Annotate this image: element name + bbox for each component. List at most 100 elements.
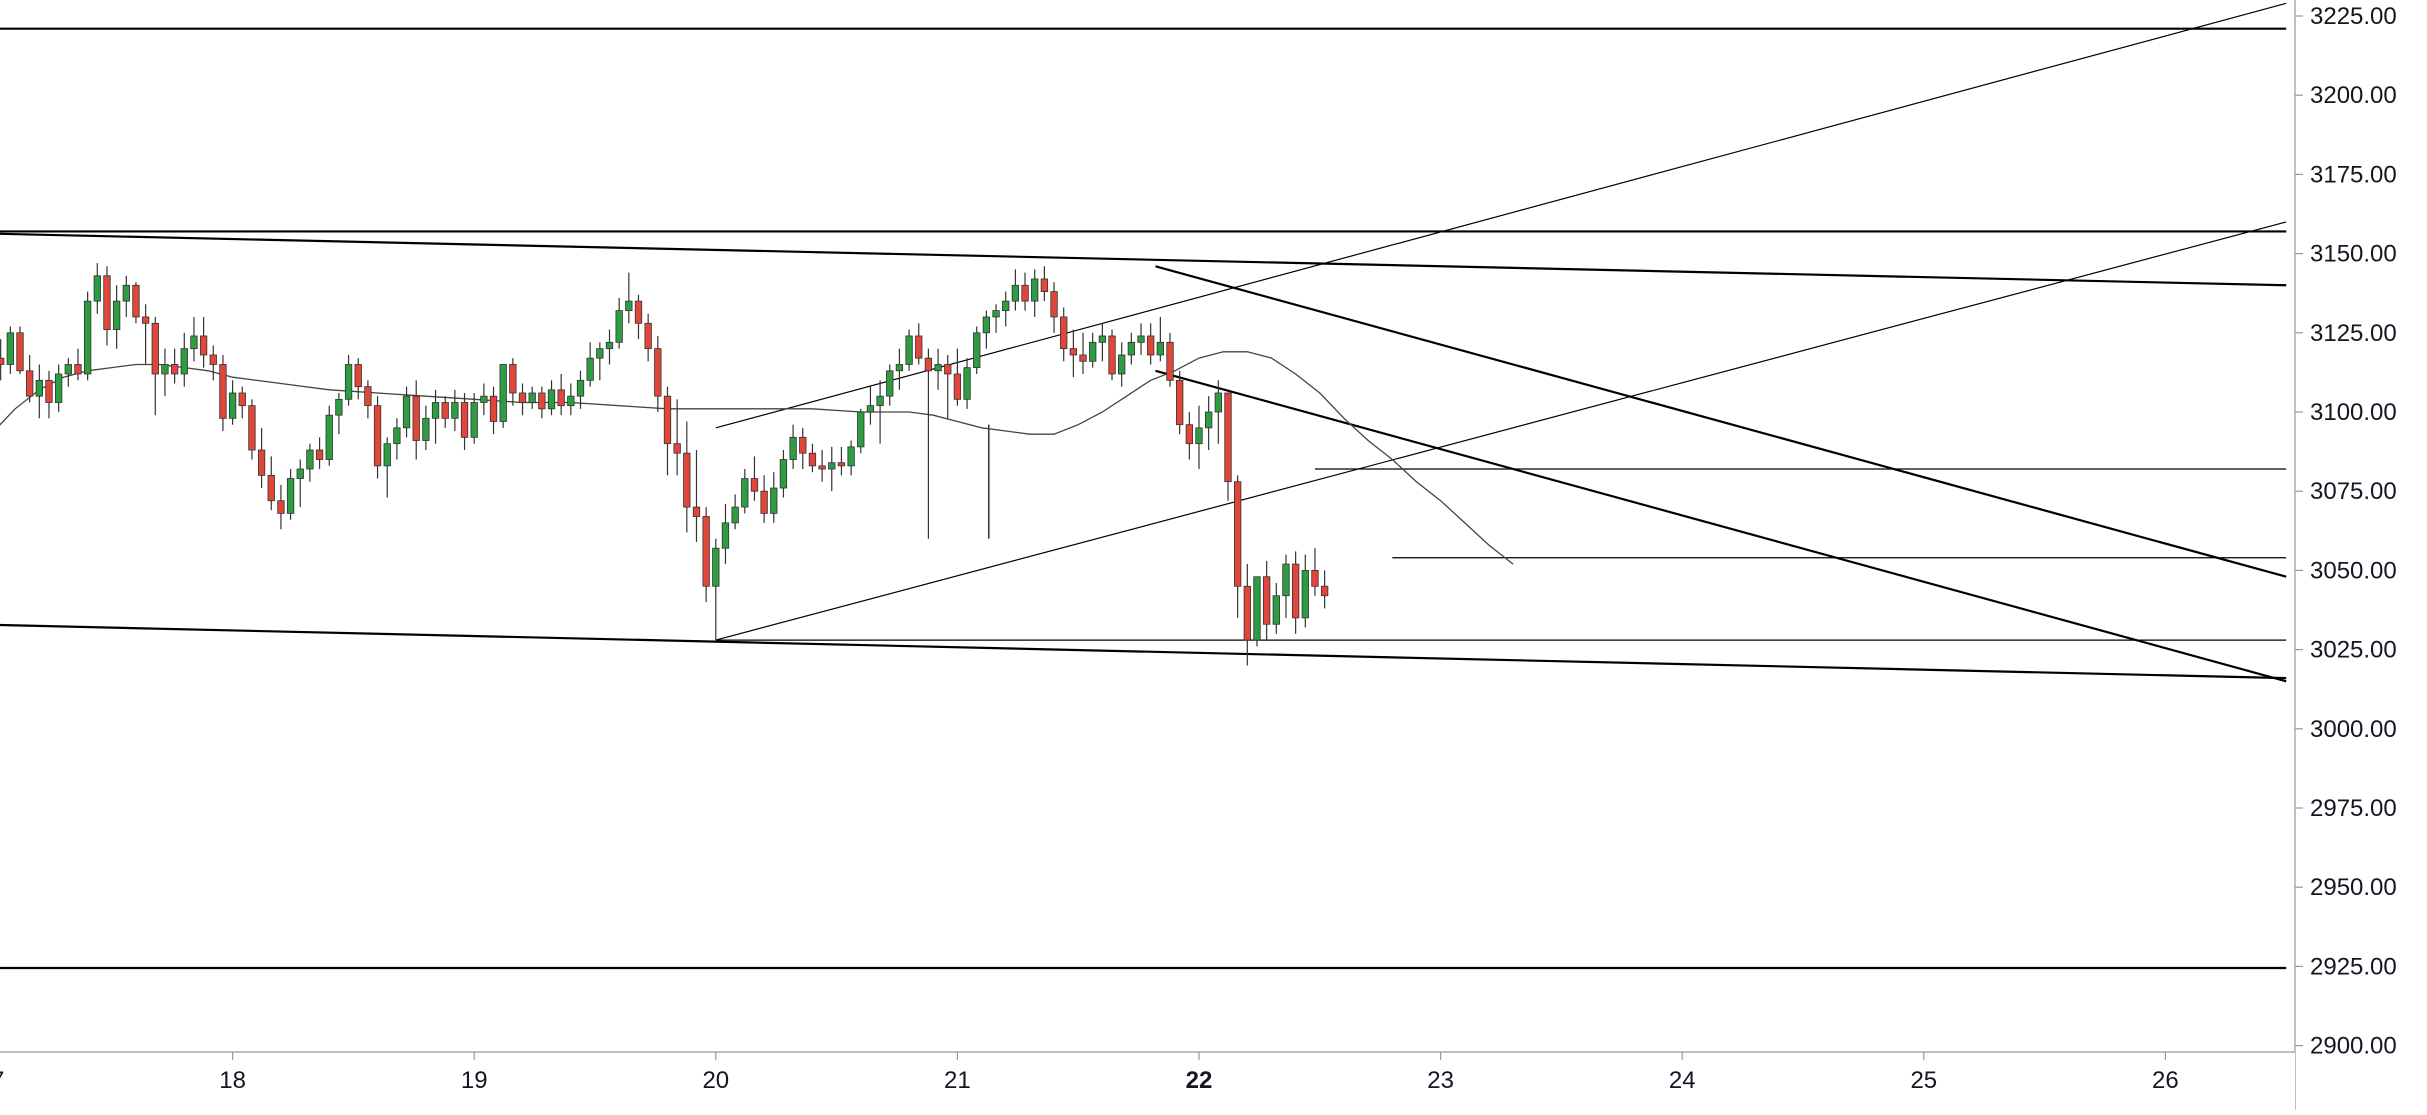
candle-up	[770, 487, 778, 514]
candle-up	[1253, 576, 1261, 641]
candle-up	[857, 411, 865, 448]
candle-down	[924, 357, 933, 372]
candle-up	[325, 414, 333, 460]
candle-down	[1176, 379, 1184, 426]
candle-down	[315, 449, 324, 460]
candle-up	[895, 364, 904, 372]
candle-up	[1195, 427, 1203, 445]
candle-up	[586, 357, 594, 381]
candle-up	[180, 348, 188, 375]
candle-down	[1040, 278, 1049, 293]
candle-up	[64, 364, 72, 375]
candle-up	[1002, 300, 1010, 312]
candle-up	[1089, 341, 1097, 362]
price-tick-label: 2950.00	[2310, 874, 2397, 901]
candle-down	[199, 335, 208, 356]
price-axis[interactable]: 3225.00 3200.00 3175.00 3150.00 3125.00 3100.…	[2294, 0, 2427, 1110]
candle-up	[306, 449, 314, 470]
candle-down	[1291, 563, 1300, 619]
candle-up	[605, 341, 614, 350]
candle-down	[1069, 348, 1078, 356]
trend-line	[1155, 369, 2287, 683]
candle-up	[731, 506, 739, 524]
candle-up	[228, 392, 237, 419]
moving-average-line	[0, 351, 1514, 565]
moving-average	[0, 351, 1514, 565]
candle-up	[93, 275, 101, 302]
candle-up	[741, 478, 749, 508]
price-tick-label: 2975.00	[2310, 795, 2397, 822]
candle-down	[915, 335, 923, 359]
candle-down	[808, 452, 817, 467]
candle-down	[1050, 291, 1058, 318]
candle-up	[393, 427, 401, 445]
candle-down	[1243, 585, 1251, 641]
candle-down	[1079, 354, 1087, 362]
candle-down	[760, 490, 768, 514]
candle-down	[1234, 481, 1242, 587]
candle-up	[576, 379, 585, 397]
candle-down	[1262, 576, 1271, 625]
trend-line	[1155, 265, 2287, 578]
candle-down	[1185, 424, 1193, 445]
candle-down	[364, 386, 372, 407]
candle-down	[644, 322, 652, 350]
candle-up	[973, 332, 981, 369]
price-tick-label: 3200.00	[2310, 82, 2397, 109]
candle-up	[451, 402, 459, 419]
time-tick-label: 17	[0, 1067, 4, 1094]
trend-line	[0, 623, 2287, 680]
candle-up	[112, 300, 121, 331]
drawing-lines[interactable]	[0, 2, 2287, 970]
price-tick-label: 2925.00	[2310, 953, 2397, 980]
price-tick-label: 3225.00	[2310, 3, 2397, 30]
candle-up	[982, 316, 991, 334]
candle-up	[779, 459, 788, 489]
candle-up	[470, 402, 478, 438]
candle-down	[702, 516, 710, 587]
candle-down	[460, 402, 469, 438]
candle-up	[1118, 354, 1126, 375]
candle-up	[1272, 595, 1280, 625]
candle-down	[412, 395, 420, 441]
candle-down	[837, 462, 846, 467]
price-tick-label: 3150.00	[2310, 241, 2397, 268]
time-axis[interactable]: 51617181920212223242526	[0, 1051, 2295, 1110]
candle-up	[422, 417, 430, 441]
candle-down	[799, 436, 807, 454]
candle-down	[1021, 284, 1029, 302]
candle-down	[1311, 570, 1319, 587]
candle-up	[383, 443, 391, 467]
candle-down	[0, 357, 5, 365]
candle-up	[1282, 563, 1290, 597]
candle-up	[567, 395, 575, 407]
candle-up	[1098, 335, 1107, 343]
candle-down	[277, 500, 285, 514]
candle-down	[441, 402, 449, 419]
price-tick-label: 3100.00	[2310, 399, 2397, 426]
candle-up	[286, 478, 295, 514]
candle-up	[499, 364, 507, 422]
candle-up	[1031, 278, 1039, 302]
candle-down	[518, 392, 527, 403]
price-tick-label: 3125.00	[2310, 320, 2397, 347]
candle-up	[1301, 570, 1309, 619]
candle-up	[712, 547, 720, 587]
candle-up	[402, 395, 411, 429]
candle-up	[721, 522, 730, 549]
time-tick-label: 18	[219, 1067, 246, 1094]
candlesticks	[0, 263, 1329, 666]
candle-up	[83, 300, 92, 375]
candle-down	[26, 370, 34, 397]
candle-down	[373, 405, 382, 467]
candle-up	[615, 310, 623, 343]
candle-up	[1214, 392, 1222, 413]
candle-up	[1137, 335, 1145, 343]
candle-down	[257, 449, 266, 476]
candle-up	[886, 370, 894, 397]
trend-line	[715, 221, 2287, 641]
candle-down	[248, 405, 256, 451]
candle-down	[663, 395, 672, 445]
